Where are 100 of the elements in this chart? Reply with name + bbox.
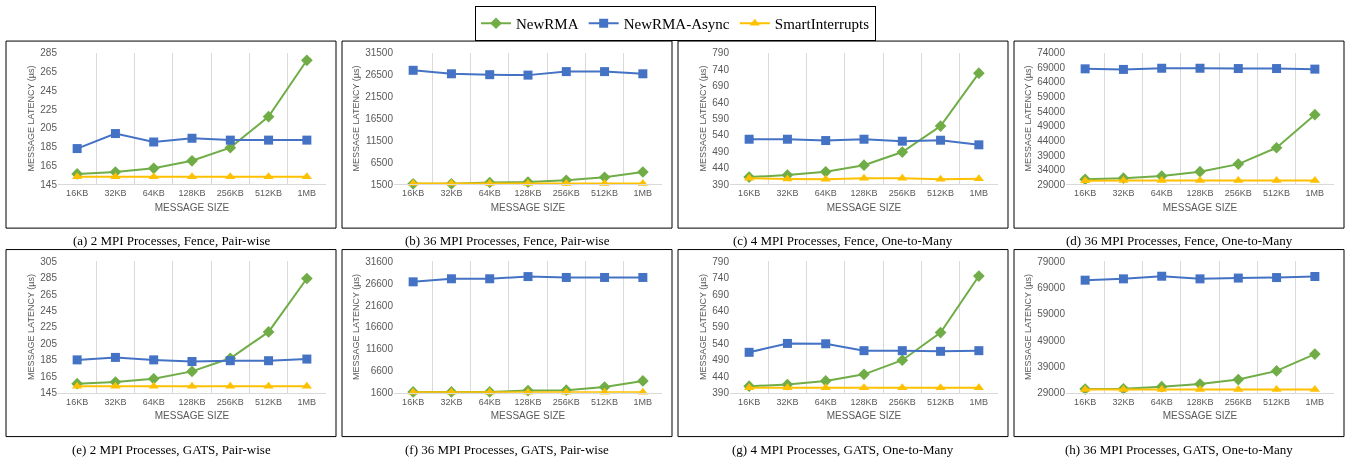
x-tick-label: 512KB <box>591 188 619 199</box>
legend-label: NewRMA <box>516 16 579 33</box>
text: (d) 36 MPI Processes, Fence, One-to-Many <box>1066 233 1293 248</box>
x-tick-label: 16KB <box>1074 396 1097 407</box>
y-tick-label: 145 <box>40 387 58 399</box>
y-tick-label: 205 <box>40 122 58 134</box>
y-tick-label: 21600 <box>365 299 394 311</box>
y-tick-label: 640 <box>712 305 730 317</box>
x-tick-label: 128KB <box>178 188 206 199</box>
y-tick-label: 16500 <box>365 113 394 125</box>
x-tick-label: 512KB <box>255 188 283 199</box>
x-tick-label: 16KB <box>738 188 761 199</box>
y-tick-label: 39000 <box>1037 360 1066 372</box>
text: (a) 2 MPI Processes, Fence, Pair-wise <box>73 233 271 248</box>
x-tick-label: 1MB <box>969 396 989 407</box>
x-tick-label: 128KB <box>178 396 206 407</box>
x-tick-label: 128KB <box>850 188 878 199</box>
x-tick-label: 32KB <box>440 188 463 199</box>
x-tick-label: 256KB <box>888 188 916 199</box>
y-tick-label: 540 <box>712 337 730 349</box>
y-tick-label: 39000 <box>1037 149 1066 161</box>
y-tick-label: 49000 <box>1037 334 1066 346</box>
y-axis-title: MESSAGE LATENCY (µs) <box>350 65 361 172</box>
x-tick-label: 32KB <box>104 188 127 199</box>
y-tick-label: 790 <box>712 47 730 59</box>
y-tick-label: 29000 <box>1037 387 1066 399</box>
y-axis-title: MESSAGE LATENCY (µs) <box>25 65 36 172</box>
y-axis-title: MESSAGE LATENCY (µs) <box>697 65 708 172</box>
x-tick-label: 64KB <box>814 188 837 199</box>
x-tick-label: 256KB <box>1224 188 1252 199</box>
x-axis-title: MESSAGE SIZE <box>154 410 230 422</box>
x-tick-label: 16KB <box>402 396 425 407</box>
y-tick-label: 790 <box>712 255 730 267</box>
x-tick-label: 16KB <box>66 396 89 407</box>
y-tick-label: 225 <box>40 103 58 115</box>
x-tick-label: 128KB <box>1186 396 1214 407</box>
text: (c) 4 MPI Processes, Fence, One-to-Many <box>733 233 953 248</box>
x-tick-label: 256KB <box>216 188 244 199</box>
y-tick-label: 6500 <box>370 156 394 168</box>
x-axis-title: MESSAGE SIZE <box>826 410 902 422</box>
x-tick-label: 64KB <box>142 396 165 407</box>
text: (h) 36 MPI Processes, GATS, One-to-Many <box>1065 442 1294 457</box>
x-tick-label: 128KB <box>514 396 542 407</box>
y-tick-label: 49000 <box>1037 120 1066 132</box>
x-tick-label: 16KB <box>402 188 425 199</box>
y-tick-label: 440 <box>712 162 730 174</box>
y-axis-title: MESSAGE LATENCY (µs) <box>697 274 708 380</box>
x-tick-label: 256KB <box>552 396 580 407</box>
y-tick-label: 29000 <box>1037 178 1066 190</box>
y-tick-label: 185 <box>40 141 58 153</box>
y-tick-label: 59000 <box>1037 91 1066 103</box>
x-tick-label: 512KB <box>927 188 955 199</box>
x-axis-title: MESSAGE SIZE <box>490 201 566 213</box>
text: (g) 4 MPI Processes, GATS, One-to-Many <box>732 442 954 457</box>
x-tick-label: 32KB <box>1112 188 1135 199</box>
y-tick-label: 740 <box>712 272 730 284</box>
y-tick-label: 6600 <box>370 365 394 377</box>
y-tick-label: 590 <box>712 113 730 125</box>
legend-label: SmartInterrupts <box>774 16 870 33</box>
x-tick-label: 32KB <box>1112 396 1135 407</box>
x-tick-label: 1MB <box>297 188 317 199</box>
y-tick-label: 205 <box>40 337 58 349</box>
y-tick-label: 285 <box>40 47 58 59</box>
y-tick-label: 245 <box>40 305 58 317</box>
x-tick-label: 64KB <box>478 396 501 407</box>
x-tick-label: 256KB <box>888 396 916 407</box>
x-tick-label: 64KB <box>1150 188 1173 199</box>
y-tick-label: 245 <box>40 84 58 96</box>
x-tick-label: 32KB <box>440 396 463 407</box>
x-tick-label: 1MB <box>633 188 653 199</box>
x-tick-label: 128KB <box>514 188 542 199</box>
y-tick-label: 74000 <box>1037 47 1066 59</box>
y-axis-title: MESSAGE LATENCY (µs) <box>25 274 36 380</box>
x-tick-label: 1MB <box>1305 396 1325 407</box>
y-tick-label: 165 <box>40 159 58 171</box>
text: (b) 36 MPI Processes, Fence, Pair-wise <box>405 233 610 248</box>
x-tick-label: 32KB <box>776 396 799 407</box>
y-tick-label: 305 <box>40 255 58 267</box>
y-tick-label: 540 <box>712 129 730 141</box>
x-tick-label: 1MB <box>1305 188 1325 199</box>
y-tick-label: 690 <box>712 80 730 92</box>
y-tick-label: 69000 <box>1037 282 1066 294</box>
x-tick-label: 128KB <box>850 396 878 407</box>
x-tick-label: 64KB <box>142 188 165 199</box>
y-tick-label: 740 <box>712 63 730 75</box>
y-tick-label: 390 <box>712 178 730 190</box>
y-tick-label: 64000 <box>1037 76 1066 88</box>
x-tick-label: 512KB <box>591 396 619 407</box>
y-tick-label: 59000 <box>1037 308 1066 320</box>
y-tick-label: 490 <box>712 145 730 157</box>
y-tick-label: 225 <box>40 321 58 333</box>
x-tick-label: 256KB <box>552 188 580 199</box>
x-tick-label: 16KB <box>1074 188 1097 199</box>
y-tick-label: 690 <box>712 288 730 300</box>
y-axis-title: MESSAGE LATENCY (µs) <box>1022 65 1033 172</box>
y-tick-label: 490 <box>712 354 730 366</box>
x-tick-label: 512KB <box>1263 188 1291 199</box>
x-tick-label: 32KB <box>776 188 799 199</box>
y-tick-label: 440 <box>712 370 730 382</box>
y-tick-label: 31500 <box>365 47 394 59</box>
